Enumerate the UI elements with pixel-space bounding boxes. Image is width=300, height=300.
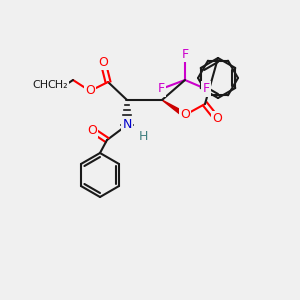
- Text: F: F: [158, 82, 165, 95]
- Text: O: O: [180, 109, 190, 122]
- Text: O: O: [85, 85, 95, 98]
- Text: CH₃: CH₃: [33, 80, 53, 90]
- Text: O: O: [98, 56, 108, 68]
- Text: N: N: [122, 118, 132, 131]
- Text: O: O: [87, 124, 97, 136]
- Text: F: F: [202, 82, 210, 95]
- Polygon shape: [162, 100, 186, 117]
- Text: F: F: [182, 47, 189, 61]
- Text: CH₂: CH₂: [48, 80, 68, 90]
- Text: O: O: [212, 112, 222, 125]
- Text: H: H: [138, 130, 148, 142]
